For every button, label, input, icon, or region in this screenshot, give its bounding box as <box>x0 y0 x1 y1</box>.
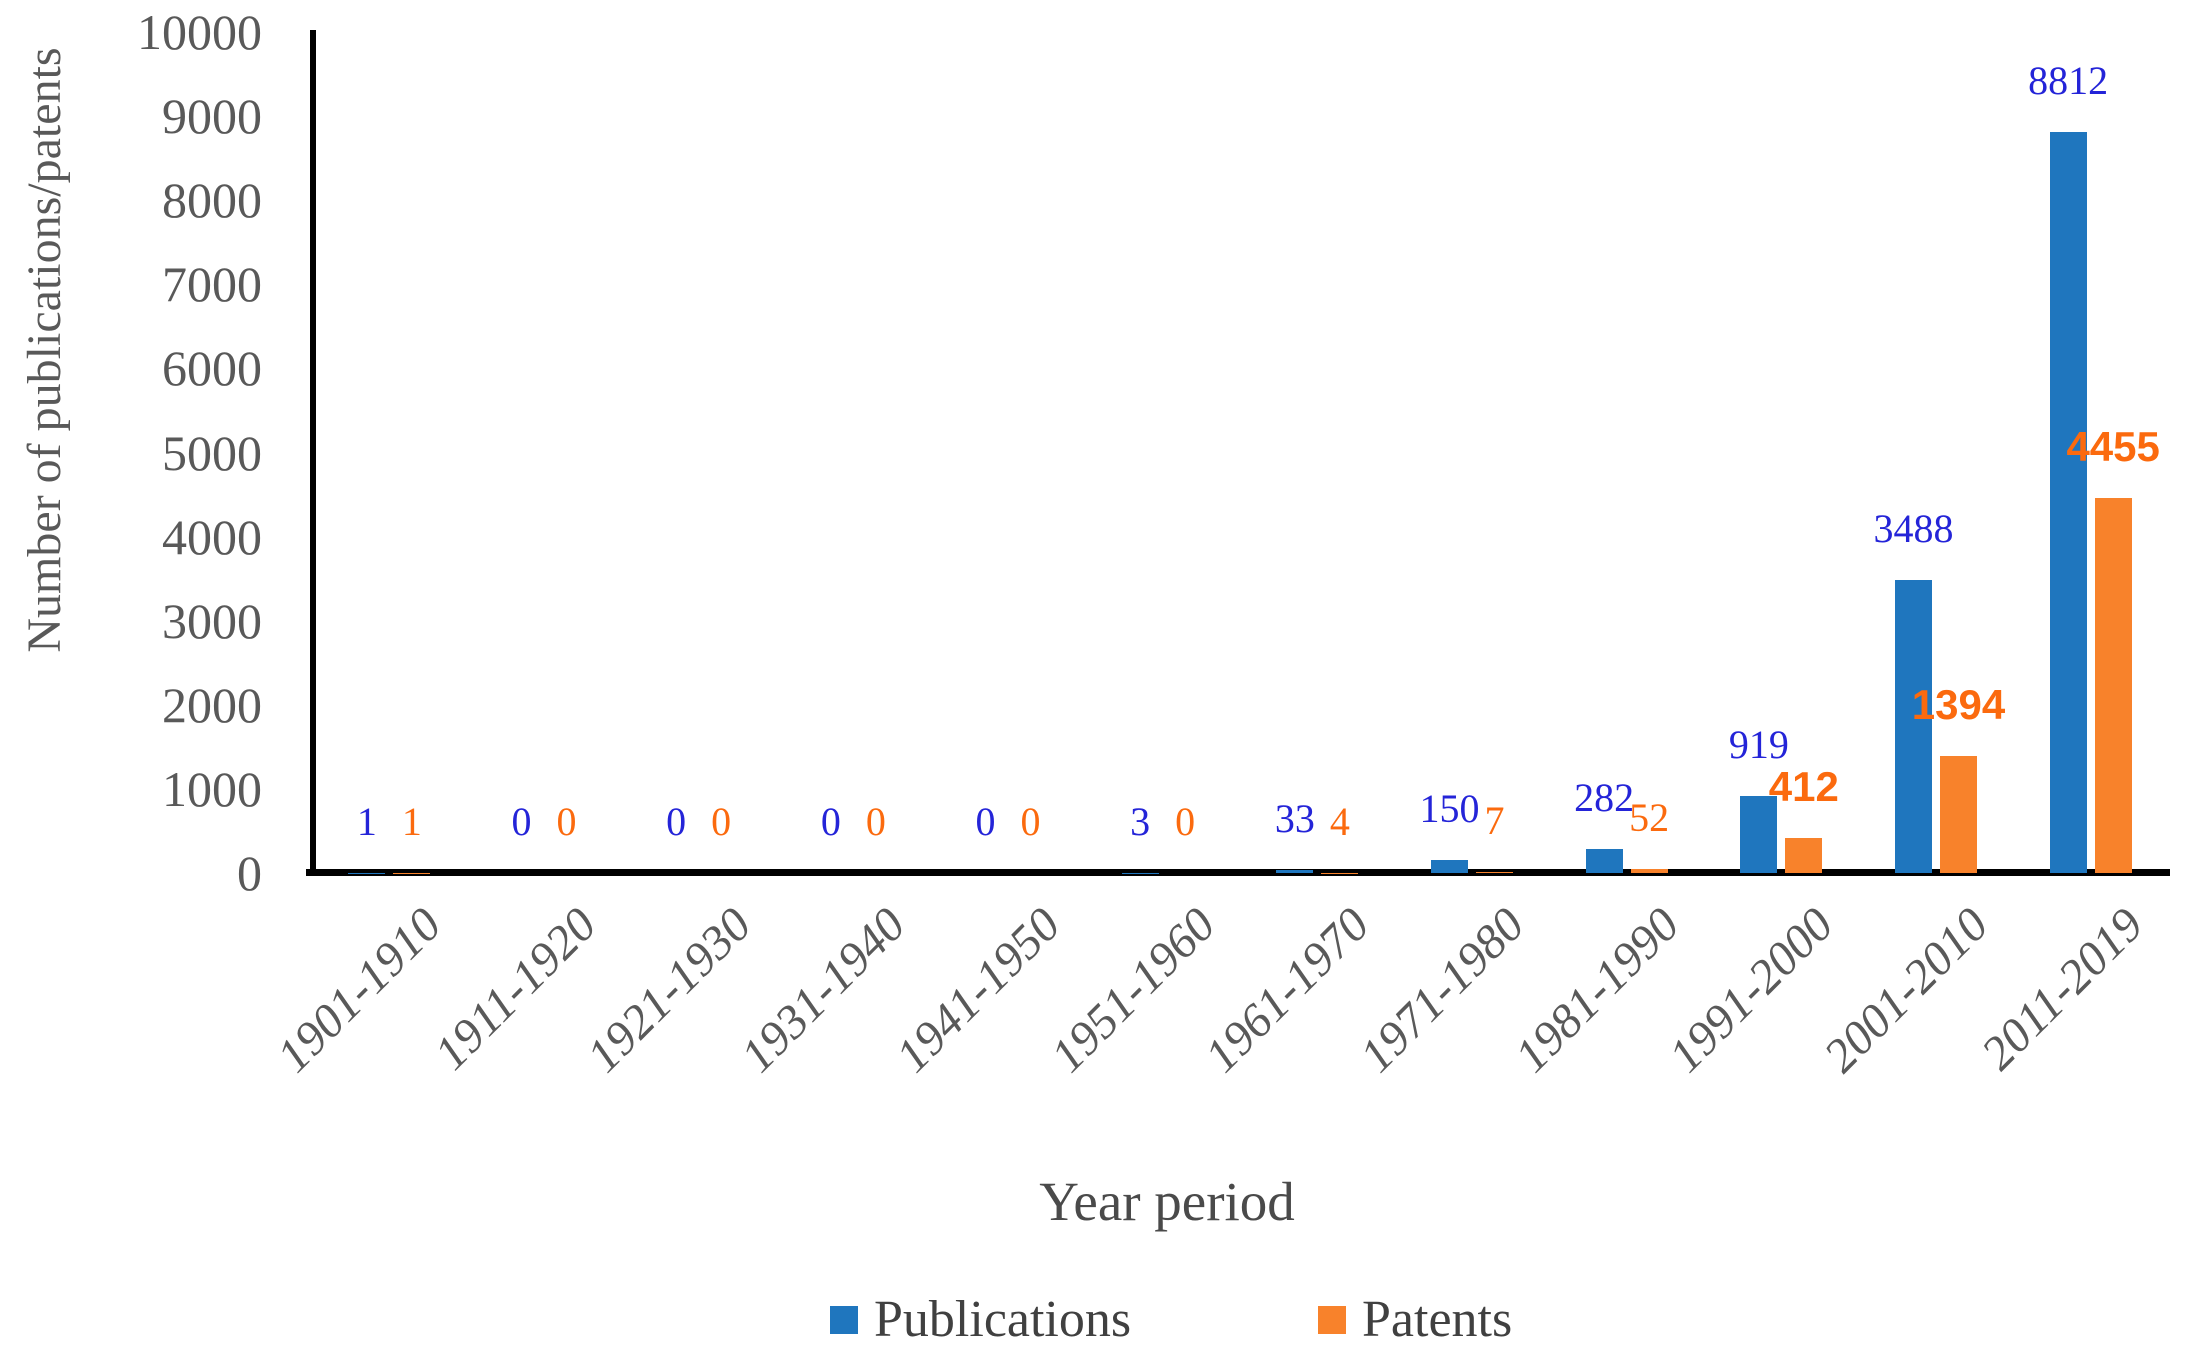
x-tick-label-1991-2000: 1991-2000 <box>1659 898 1844 1083</box>
y-tick-label-9000: 9000 <box>162 88 262 145</box>
value-label-publications-1921-1930: 0 <box>666 799 687 844</box>
x-tick-label-1901-1910: 1901-1910 <box>267 898 452 1083</box>
publications-swatch-icon <box>830 1305 858 1334</box>
bar-patents-2011-2019 <box>2094 498 2132 873</box>
y-tick-label-1000: 1000 <box>162 760 262 817</box>
bar-publications-2001-2010 <box>1895 579 1932 873</box>
x-tick-label-1931-1940: 1931-1940 <box>731 898 916 1083</box>
value-label-publications-1911-1920: 0 <box>511 799 532 844</box>
value-label-patents-1911-1920: 0 <box>556 799 577 844</box>
value-label-patents-2001-2010: 1394 <box>1911 680 2006 728</box>
value-label-publications-2001-2010: 3488 <box>1873 505 1954 551</box>
x-axis-line <box>306 869 2170 876</box>
value-label-patents-1931-1940: 0 <box>865 799 886 844</box>
x-tick-label-1961-1970: 1961-1970 <box>1195 898 1380 1083</box>
value-label-patents-1941-1950: 0 <box>1020 799 1041 844</box>
legend-label-patents: Patents <box>1362 1291 1513 1348</box>
bar-patents-1991-2000 <box>1785 838 1823 873</box>
x-axis-title: Year period <box>1039 1171 1295 1232</box>
y-tick-label-5000: 5000 <box>162 424 262 481</box>
y-tick-label-10000: 10000 <box>137 4 262 60</box>
value-label-patents-2011-2019: 4455 <box>2066 423 2160 471</box>
legend-label-publications: Publications <box>874 1291 1132 1348</box>
value-label-publications-1971-1980: 150 <box>1419 786 1480 832</box>
x-tick-label-2011-2019: 2011-2019 <box>1971 898 2154 1081</box>
value-label-publications-1941-1950: 0 <box>975 799 996 844</box>
value-label-publications-1901-1910: 1 <box>356 798 377 844</box>
y-tick-label-7000: 7000 <box>162 256 262 313</box>
value-label-patents-1991-2000: 412 <box>1768 763 1839 811</box>
x-tick-label-1921-1930: 1921-1930 <box>576 898 762 1083</box>
bar-publications-1971-1980 <box>1431 860 1468 873</box>
bar-publications-1991-2000 <box>1740 795 1778 873</box>
value-label-patents-1961-1970: 4 <box>1329 798 1350 844</box>
value-label-publications-1951-1960: 3 <box>1130 798 1151 844</box>
bar-publications-1981-1990 <box>1585 849 1623 873</box>
value-label-publications-1981-1990: 282 <box>1574 775 1635 821</box>
x-tick-label-1951-1960: 1951-1960 <box>1040 898 1226 1083</box>
value-label-publications-1961-1970: 33 <box>1274 796 1315 842</box>
bar-publications-2011-2019 <box>2049 131 2087 873</box>
bar-patents-1971-1980 <box>1476 872 1513 873</box>
y-tick-label-4000: 4000 <box>162 508 262 565</box>
y-tick-label-2000: 2000 <box>162 676 262 733</box>
y-tick-label-0: 0 <box>237 845 262 901</box>
y-tick-label-3000: 3000 <box>162 592 262 649</box>
value-label-publications-1931-1940: 0 <box>820 799 841 844</box>
bar-publications-1961-1970 <box>1276 870 1314 873</box>
value-label-publications-2011-2019: 8812 <box>2028 57 2109 103</box>
y-tick-label-6000: 6000 <box>162 340 262 397</box>
x-tick-label-1981-1990: 1981-1990 <box>1504 898 1690 1083</box>
value-label-patents-1951-1960: 0 <box>1175 799 1196 844</box>
patents-swatch-icon <box>1318 1305 1346 1334</box>
value-label-publications-1991-2000: 919 <box>1728 721 1789 767</box>
value-label-patents-1971-1980: 7 <box>1484 798 1505 844</box>
value-label-patents-1981-1990: 52 <box>1629 794 1670 840</box>
legend-item-publications: Publications <box>830 1290 1131 1349</box>
value-label-patents-1901-1910: 1 <box>401 798 422 844</box>
bar-patents-2001-2010 <box>1940 755 1977 873</box>
bar-patents-1981-1990 <box>1630 868 1668 873</box>
legend-item-patents: Patents <box>1318 1290 1512 1349</box>
y-tick-label-8000: 8000 <box>162 172 262 229</box>
y-axis-line <box>310 30 316 876</box>
value-label-patents-1921-1930: 0 <box>711 799 732 844</box>
